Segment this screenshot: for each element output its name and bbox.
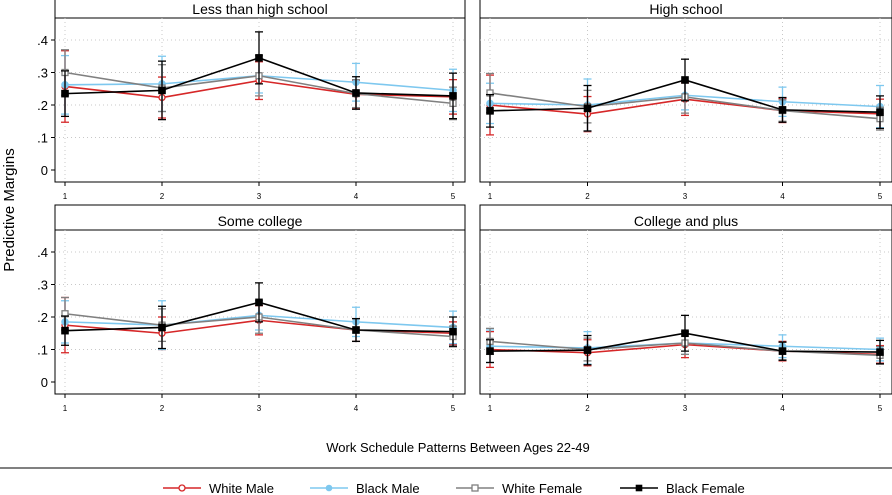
data-point (876, 108, 884, 116)
series-black-female (486, 314, 884, 366)
panel-title: High school (649, 1, 722, 17)
x-tick-label: 5 (878, 192, 883, 201)
x-tick-label: 4 (780, 404, 785, 413)
x-tick-label: 5 (451, 192, 456, 201)
data-point (158, 86, 166, 95)
panel-1: Less than high school 0 .1 .2 .3 .4 1 2 3 4 5 (37, 0, 466, 201)
y-tick-label: .2 (37, 310, 48, 325)
legend-label: Black Female (666, 481, 745, 495)
x-axis-title: Work Schedule Patterns Between Ages 22-4… (326, 440, 590, 455)
data-point (486, 347, 494, 355)
data-point (61, 89, 69, 98)
y-tick-label: 0 (41, 375, 48, 390)
data-point (449, 327, 457, 336)
x-tick-label: 1 (488, 192, 493, 201)
y-tick-label: .3 (37, 278, 48, 293)
panel-3: Some college 0 .1 .2 .3 .4 1 2 3 4 5 (37, 204, 466, 413)
legend-label: White Female (502, 481, 582, 495)
legend-label: Black Male (356, 481, 420, 495)
data-point (876, 348, 884, 356)
panel-title: College and plus (634, 213, 738, 229)
panel-4: College and plus 1 2 3 4 5 (479, 204, 892, 413)
legend-item-black-female: Black Female (620, 481, 745, 495)
data-point (778, 347, 787, 355)
data-point (583, 104, 592, 113)
legend: White Male Black Male White Female Black Fe… (163, 481, 745, 495)
panel-title: Some college (218, 213, 303, 229)
y-tick-label: .1 (37, 131, 48, 146)
legend-label: White Male (209, 481, 274, 495)
data-point (681, 76, 689, 84)
data-point (583, 346, 592, 354)
data-point (778, 106, 787, 114)
series-black-female (61, 282, 457, 350)
plot-area-frame (54, 17, 466, 183)
legend-marker (325, 484, 333, 492)
panel-title: Less than high school (192, 1, 327, 17)
y-tick-label: .4 (37, 33, 48, 48)
data-point (681, 329, 689, 338)
x-tick-label: 2 (160, 404, 165, 413)
x-tick-label: 5 (451, 404, 456, 413)
y-axis-title: Predictive Margins (1, 148, 18, 271)
legend-item-black-male: Black Male (310, 481, 420, 495)
x-tick-label: 2 (585, 192, 590, 201)
x-tick-label: 4 (354, 192, 359, 201)
legend-marker (178, 484, 186, 492)
x-tick-label: 4 (354, 404, 359, 413)
y-tick-label: .4 (37, 245, 48, 260)
x-tick-label: 2 (585, 404, 590, 413)
x-tick-label: 3 (257, 192, 262, 201)
x-tick-label: 3 (683, 404, 688, 413)
series-black-female (486, 58, 884, 132)
plot-area-frame (479, 17, 892, 183)
panel-2: High school 1 2 3 4 5 (479, 0, 892, 201)
data-point (352, 326, 360, 334)
data-point (255, 298, 263, 307)
x-tick-label: 5 (878, 404, 883, 413)
x-tick-label: 3 (683, 192, 688, 201)
x-tick-label: 2 (160, 192, 165, 201)
x-tick-label: 1 (63, 404, 68, 413)
plot-area-frame (54, 229, 466, 395)
legend-item-white-female: White Female (456, 481, 582, 495)
y-tick-label: .2 (37, 98, 48, 113)
data-point (255, 54, 263, 62)
data-point (449, 92, 457, 100)
legend-marker (635, 484, 643, 492)
legend-item-white-male: White Male (163, 481, 274, 495)
x-tick-label: 1 (488, 404, 493, 413)
plot-area-frame (479, 229, 892, 395)
data-point (61, 326, 69, 335)
y-tick-label: 0 (41, 163, 48, 178)
x-tick-label: 1 (63, 192, 68, 201)
x-tick-label: 3 (257, 404, 262, 413)
y-tick-label: .3 (37, 66, 48, 81)
data-point (486, 107, 494, 115)
data-point (352, 89, 360, 97)
legend-marker (471, 484, 479, 492)
y-tick-label: .1 (37, 343, 48, 358)
x-tick-label: 4 (780, 192, 785, 201)
series-black-female (61, 31, 457, 121)
data-point (158, 323, 166, 332)
